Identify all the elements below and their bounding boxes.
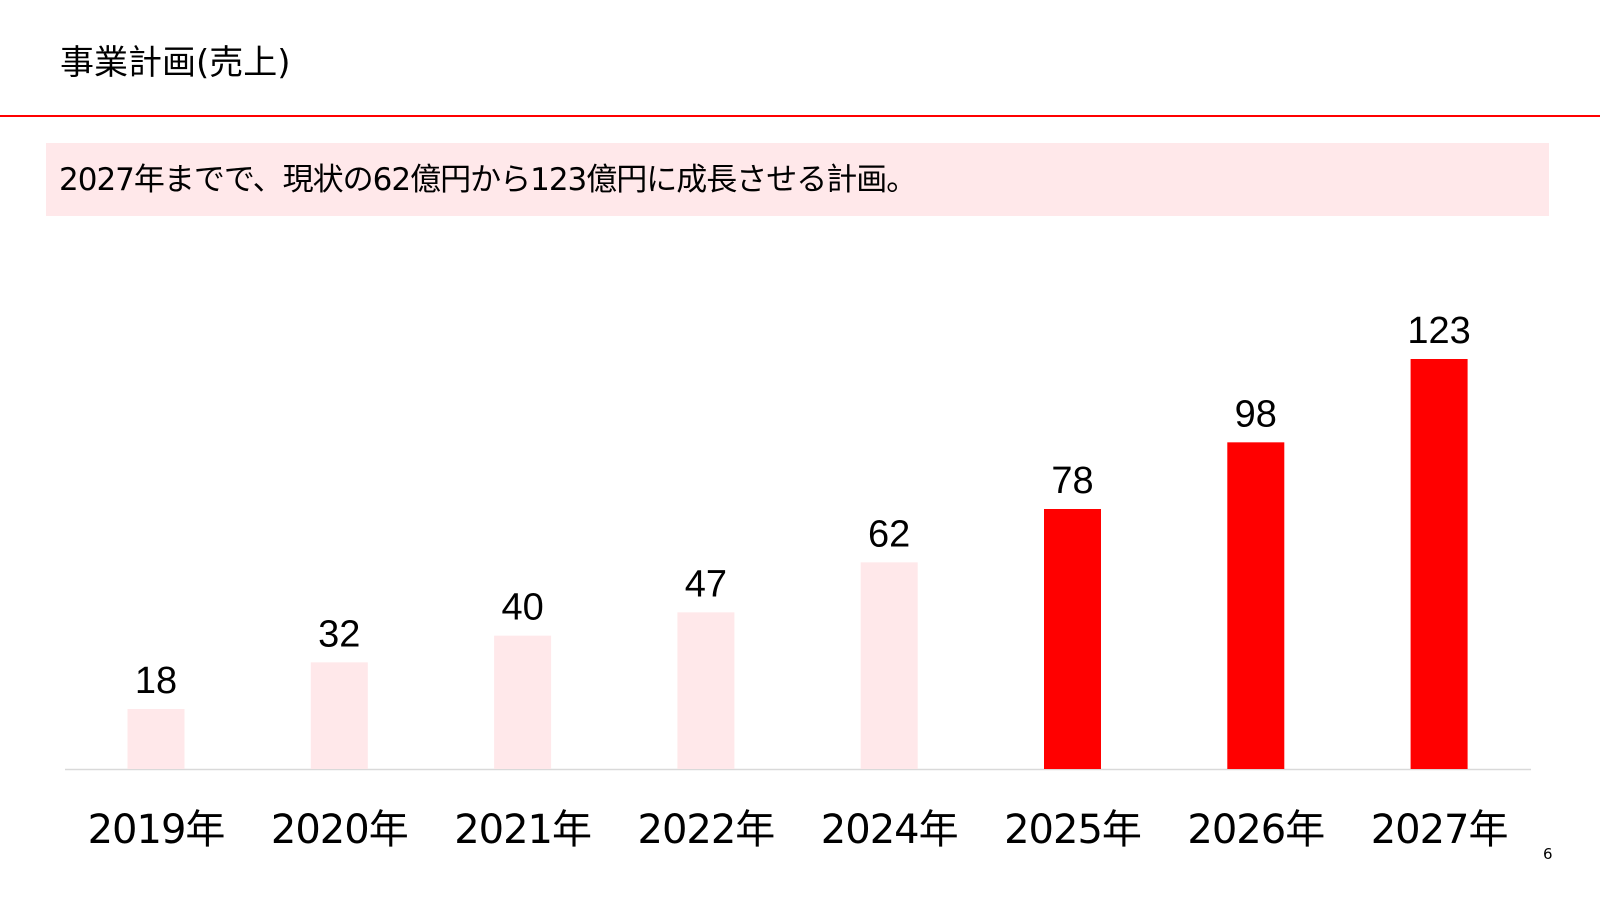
data-label: 123 — [1407, 310, 1470, 352]
x-tick-label: 2020年 — [271, 807, 408, 853]
x-tick-label: 2019年 — [88, 807, 225, 853]
bar-2019年 — [127, 709, 185, 769]
x-tick-label: 2026年 — [1187, 807, 1324, 853]
bar-2024年 — [860, 562, 918, 769]
bar-2027年 — [1410, 359, 1468, 769]
x-tick-label: 2027年 — [1371, 807, 1508, 853]
summary-text: 2027年までで、現状の62億円から123億円に成長させる計画。 — [59, 162, 917, 198]
data-label: 32 — [318, 613, 360, 655]
page-number: 6 — [1543, 845, 1553, 863]
data-label: 62 — [868, 513, 910, 555]
data-label: 98 — [1235, 393, 1277, 435]
bar-2025年 — [1044, 509, 1101, 769]
data-label: 40 — [501, 587, 543, 629]
x-tick-label: 2024年 — [821, 807, 958, 853]
bar-2021年 — [494, 635, 552, 769]
bar-2020年 — [310, 662, 368, 769]
title-divider — [0, 115, 1600, 117]
summary-banner: 2027年までで、現状の62億円から123億円に成長させる計画。 — [46, 143, 1549, 216]
data-label: 18 — [135, 660, 177, 702]
x-tick-label: 2022年 — [638, 807, 775, 853]
bar-2022年 — [677, 612, 735, 769]
data-label: 47 — [685, 563, 727, 605]
x-tick-label: 2025年 — [1004, 807, 1141, 853]
page-title: 事業計画(売上) — [60, 43, 291, 83]
bar-2026年 — [1227, 442, 1285, 769]
x-tick-label: 2021年 — [454, 807, 591, 853]
data-label: 78 — [1051, 460, 1093, 502]
